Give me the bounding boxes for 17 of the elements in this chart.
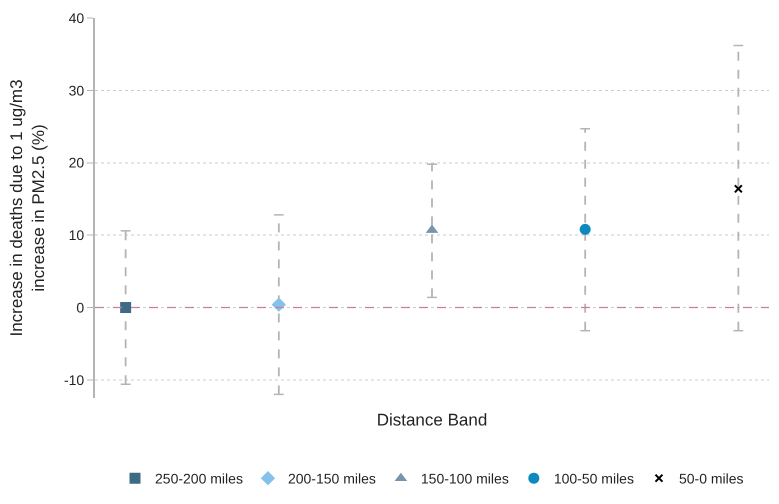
legend-label: 250-200 miles [155,470,243,487]
y-tick-label: -10 [64,372,84,388]
legend-label: 50-0 miles [678,470,744,487]
point [734,184,743,194]
point [272,297,286,312]
y-tick-label: 10 [68,227,84,244]
y-tick-label: 40 [68,10,84,26]
legend-label: 100-50 miles [554,470,634,487]
y-tick-label: 0 [76,299,84,316]
y-tick-label: 20 [68,154,84,171]
legend-label: 200-150 miles [288,470,376,487]
y-tick-label: 30 [68,82,84,98]
legend-label: 150-100 miles [420,470,509,487]
x-axis-title: Distance Band [376,410,488,430]
point [120,302,132,314]
y-axis-title: Increase in deaths due to 1 ug/m3 increase in PM2.5 (%) [6,79,48,337]
point [580,224,591,235]
